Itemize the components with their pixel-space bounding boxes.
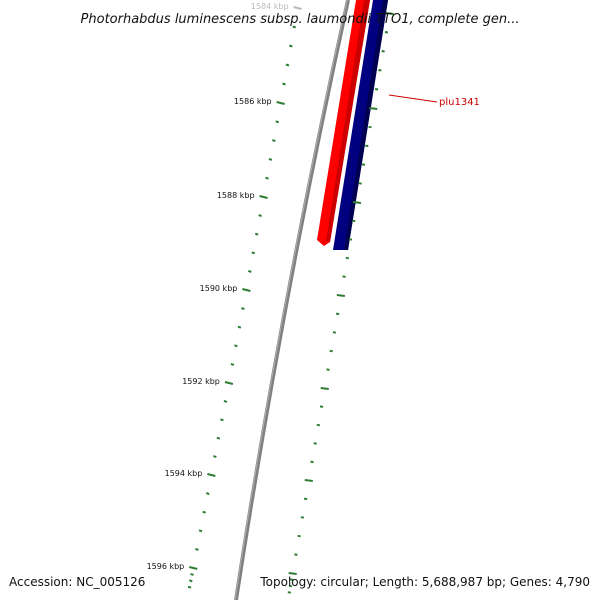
- minor-tick-outer: [361, 163, 366, 166]
- gene-forward-navy-shade: [344, 0, 388, 250]
- minor-tick-outer: [310, 460, 314, 464]
- minor-tick-inner: [188, 579, 193, 583]
- minor-tick-inner: [190, 572, 194, 576]
- minor-tick-inner: [248, 269, 252, 273]
- major-tick-outer: [288, 572, 297, 575]
- minor-tick-inner: [223, 399, 228, 403]
- gene-label-leader: [388, 94, 438, 103]
- minor-tick-outer: [329, 349, 333, 353]
- minor-tick-outer: [365, 144, 369, 148]
- major-tick-inner: [276, 101, 285, 105]
- minor-tick-outer: [319, 405, 324, 408]
- topology-summary-text: Topology: circular; Length: 5,688,987 bp…: [259, 575, 590, 589]
- minor-tick-outer: [374, 88, 379, 91]
- minor-tick-outer: [335, 312, 340, 316]
- tick-labels: 1584 kbp 1586 kbp 1588 kbp 1590 kbp 1592 kbp…: [147, 2, 289, 571]
- minor-tick-inner: [241, 307, 245, 311]
- minor-tick-outer: [300, 516, 305, 519]
- minor-tick-inner: [282, 82, 286, 86]
- tick-label: 1584 kbp: [251, 2, 289, 11]
- minor-tick-inner: [195, 547, 199, 551]
- minor-tick-inner: [234, 344, 238, 348]
- major-tick-outer: [336, 294, 345, 297]
- tick-marks: [187, 6, 394, 594]
- major-tick-inner: [293, 6, 302, 10]
- major-tick-outer: [320, 387, 329, 390]
- major-tick-outer: [304, 479, 313, 482]
- minor-tick-inner: [216, 436, 221, 440]
- gene-plu1341-reverse-shade: [326, 0, 370, 242]
- major-tick-outer: [369, 107, 378, 110]
- tick-label: 1588 kbp: [217, 191, 255, 200]
- minor-tick-inner: [272, 139, 276, 143]
- minor-tick-inner: [251, 251, 256, 255]
- minor-tick-inner: [198, 529, 203, 533]
- minor-tick-outer: [384, 31, 389, 34]
- minor-tick-inner: [254, 232, 259, 236]
- minor-tick-outer: [348, 238, 353, 241]
- accession-text: Accession: NC_005126: [9, 575, 145, 589]
- minor-tick-outer: [378, 69, 382, 72]
- minor-tick-outer: [303, 497, 308, 501]
- major-tick-outer: [352, 201, 362, 204]
- minor-tick-inner: [202, 510, 206, 514]
- minor-tick-outer: [313, 442, 317, 445]
- minor-tick-outer: [287, 591, 292, 594]
- minor-tick-inner: [265, 176, 269, 180]
- minor-tick-inner: [268, 157, 273, 161]
- minor-tick-inner: [237, 325, 242, 329]
- minor-tick-outer: [358, 182, 362, 185]
- minor-tick-inner: [275, 120, 280, 124]
- minor-tick-inner: [187, 585, 192, 589]
- major-tick-inner: [189, 566, 198, 570]
- minor-tick-outer: [297, 534, 301, 538]
- backbone-arc-highlight: [234, 0, 348, 600]
- minor-tick-outer: [294, 553, 298, 556]
- minor-tick-inner: [258, 214, 262, 218]
- minor-tick-inner: [205, 492, 210, 496]
- minor-tick-outer: [345, 256, 349, 260]
- tick-label: 1594 kbp: [165, 469, 203, 478]
- major-tick-inner: [207, 473, 216, 477]
- minor-tick-outer: [352, 219, 356, 223]
- major-tick-inner: [224, 381, 234, 385]
- minor-tick-outer: [381, 50, 385, 53]
- major-tick-inner: [259, 195, 268, 199]
- tick-label: 1592 kbp: [182, 377, 220, 386]
- minor-tick-inner: [289, 44, 293, 48]
- tick-label: 1596 kbp: [147, 562, 185, 571]
- minor-tick-inner: [220, 418, 224, 422]
- major-tick-inner: [242, 288, 251, 292]
- minor-tick-inner: [292, 25, 297, 29]
- minor-tick-inner: [285, 63, 290, 67]
- tick-label: 1590 kbp: [200, 284, 238, 293]
- minor-tick-outer: [342, 275, 346, 278]
- map-title: Photorhabdus luminescens subsp. laumondi…: [81, 12, 520, 27]
- backbone-arc: [234, 0, 350, 600]
- minor-tick-outer: [289, 578, 294, 581]
- minor-tick-inner: [213, 455, 217, 459]
- minor-tick-outer: [368, 125, 372, 129]
- minor-tick-outer: [288, 584, 293, 588]
- minor-tick-outer: [326, 368, 330, 371]
- minor-tick-inner: [230, 362, 235, 366]
- tick-label: 1586 kbp: [234, 97, 272, 106]
- minor-tick-outer: [332, 331, 337, 334]
- gene-label-plu1341[interactable]: plu1341: [439, 97, 480, 108]
- major-tick-outer: [385, 12, 394, 15]
- minor-tick-outer: [316, 423, 321, 427]
